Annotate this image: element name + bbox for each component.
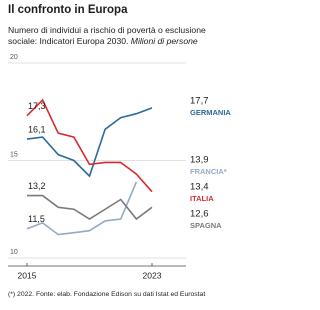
footnote: (*) 2022. Fonte: elab. Fondazione Edison…	[8, 291, 206, 298]
start-value-label: 17,3	[28, 101, 46, 111]
chart-title: Il confronto in Europa	[8, 4, 128, 16]
series-line	[26, 107, 153, 178]
x-tick-label: 2023	[143, 270, 162, 280]
y-tick-label: 15	[10, 151, 18, 158]
y-tick-label: 20	[10, 54, 18, 61]
start-value-label: 11,5	[28, 214, 45, 224]
x-tick-label: 2015	[18, 270, 37, 280]
end-value-label: 12,6	[190, 209, 209, 220]
end-value-label: 13,9	[190, 155, 209, 166]
subtitle-text: Numero di individui a rischio di povertà…	[8, 25, 206, 46]
legend-label: SPAGNA	[190, 221, 222, 230]
start-value-label: 16,1	[28, 124, 46, 134]
chart-subtitle: Numero di individui a rischio di povertà…	[8, 25, 230, 47]
series-line	[26, 181, 138, 236]
start-value-label: 13,2	[28, 181, 46, 191]
page: Il confronto in Europa Numero di individ…	[8, 4, 232, 298]
legend-label: FRANCIA*	[190, 167, 227, 176]
subtitle-unit: Milioni di persone	[130, 36, 198, 46]
legend-label: ITALIA	[190, 194, 214, 203]
series-line	[26, 98, 153, 193]
end-value-label: 17,7	[190, 96, 209, 107]
end-value-label: 13,4	[190, 182, 209, 193]
y-tick-label: 10	[10, 249, 18, 256]
series-line	[27, 194, 153, 221]
legend-label: GERMANIA	[190, 108, 231, 117]
